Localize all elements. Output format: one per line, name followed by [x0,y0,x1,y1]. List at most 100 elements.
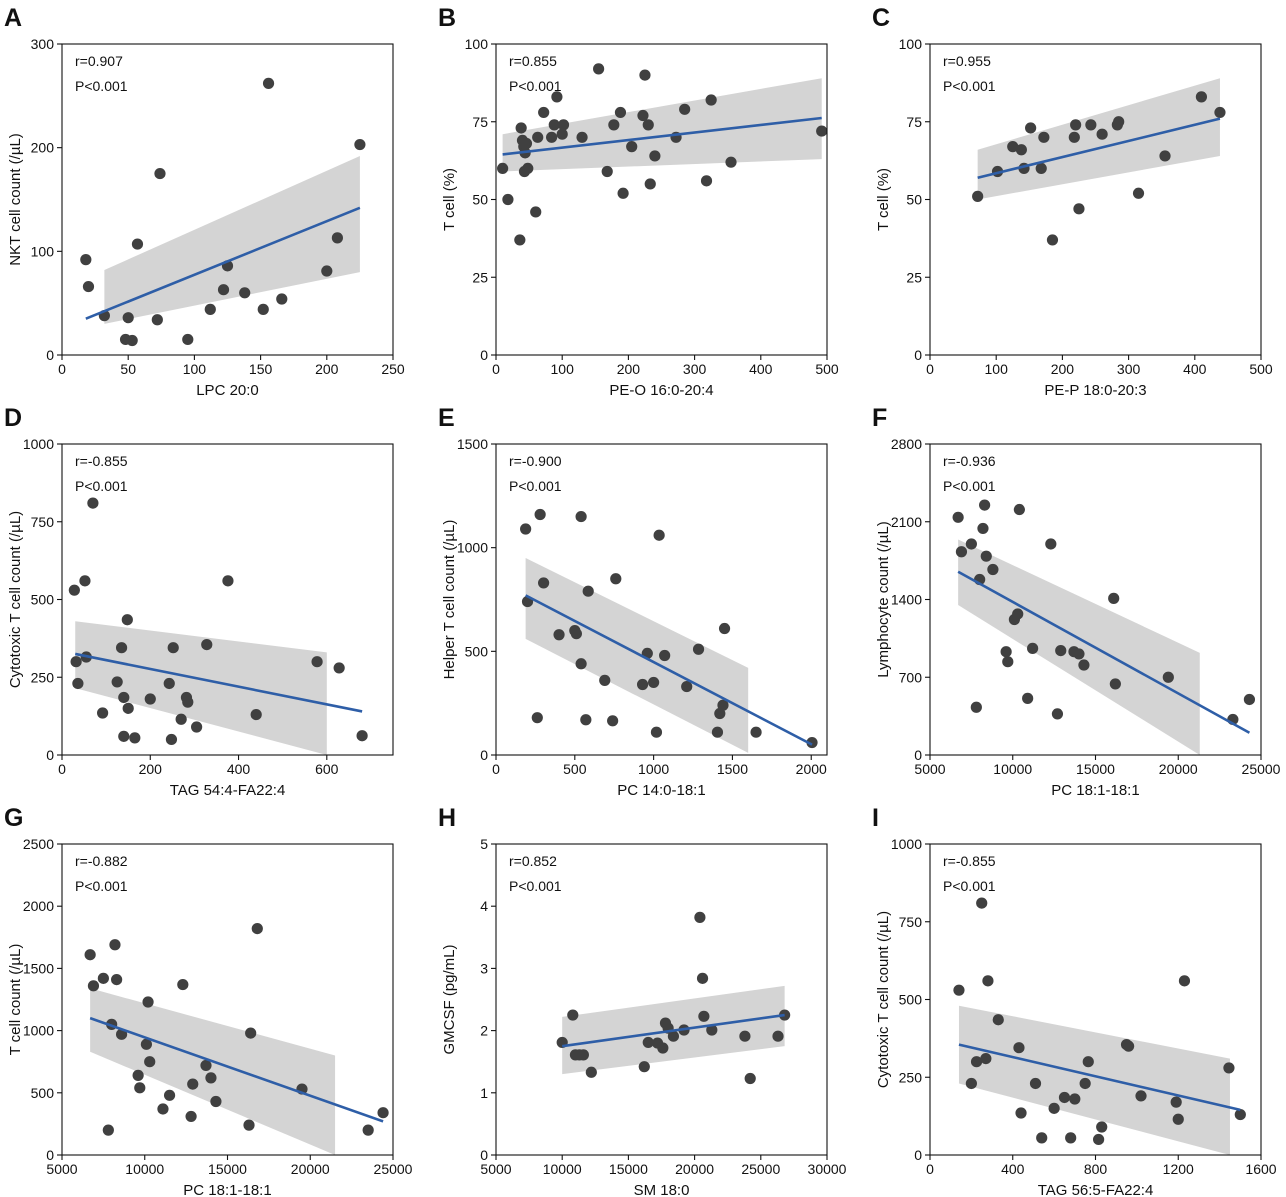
data-point [599,674,611,686]
x-axis-label: PC 18:1-18:1 [183,1182,271,1197]
data-point [87,980,100,992]
data-point [711,726,724,738]
panel-g: G 5000 10000 15000 20000 25000 0 500 1000 1500 200… [4,804,413,1197]
y-tick-label: 0 [46,1147,54,1163]
y-tick-label: 1500 [457,436,488,452]
y-tick-label: 750 [899,914,923,930]
data-point [717,699,729,711]
y-tick-label: 100 [31,243,55,259]
plot-frame [495,443,828,756]
x-tick-label: 500 [1249,361,1273,377]
x-tick-label: 1500 [717,761,748,777]
data-point [1096,1121,1108,1133]
data-point [68,584,80,596]
regression-line [957,570,1251,734]
data-point [204,303,216,315]
y-tick-label: 25 [472,269,488,285]
data-point [534,508,546,521]
data-point [700,175,713,187]
x-tick-label: 200 [1051,361,1075,377]
data-point [648,676,660,689]
data-point [167,642,179,654]
data-point [548,119,560,131]
data-point [102,1124,114,1136]
confidence-band [958,539,1200,755]
data-point [553,629,565,641]
data-point [1012,608,1024,620]
data-point [118,691,130,704]
data-point [718,622,731,635]
data-point [582,585,594,597]
y-tick-label: 1000 [23,1023,54,1039]
data-point [111,973,123,986]
stat-r: r=-0.855 [943,853,996,869]
data-point [1036,1132,1048,1144]
regression-line [958,1043,1241,1112]
data-point [163,1089,176,1101]
stat-r: r=-0.882 [75,853,128,869]
data-point [567,1009,579,1021]
data-point [585,1066,597,1078]
x-axis-label: PC 14:0-18:1 [617,782,705,799]
y-tick-label: 0 [914,1147,922,1163]
y-tick-label: 500 [31,592,55,608]
x-tick-label: 5000 [480,1161,511,1177]
data-point [515,122,527,134]
stat-p: P<0.001 [509,878,562,894]
data-point [175,713,187,725]
x-tick-label: 300 [683,361,707,377]
y-axis-label: T cell (%) [875,168,892,231]
y-tick-label: 500 [465,643,489,659]
data-point [636,678,649,691]
data-point [725,156,737,168]
data-point [1113,116,1125,128]
x-tick-label: 500 [815,361,839,377]
data-point [1015,144,1027,156]
confidence-band [525,558,749,753]
data-point [134,1082,146,1094]
y-tick-label: 0 [46,747,54,763]
data-point [1068,131,1080,143]
y-tick-label: 0 [480,747,488,763]
data-point [1172,1113,1184,1125]
panel-letter: E [438,404,455,432]
y-tick-label: 2500 [23,836,54,852]
panel-b: B 0 100 200 300 400 500 0 25 50 75 100 PE-O 16:0-20:… [438,4,839,399]
data-point [122,702,134,714]
data-point [1065,1132,1077,1144]
x-tick-label: 0 [492,761,500,777]
regression-line [89,1016,384,1123]
data-point [642,1036,654,1049]
data-point [1123,1040,1135,1052]
x-tick-label: 0 [926,361,934,377]
data-point [362,1124,374,1136]
data-point [580,714,592,726]
data-point [377,1107,389,1119]
panel-letter: A [4,4,22,32]
data-point [251,922,263,935]
data-point [979,499,991,511]
panel-h: H 5000 10000 15000 20000 25000 30000 0 1 2 3 4 5 SM 1… [438,804,847,1197]
x-axis-label: PE-P 18:0-20:3 [1044,382,1146,399]
data-point [1223,1062,1235,1074]
data-point [115,642,128,654]
x-axis-label: TAG 54:4-FA22:4 [170,782,286,799]
data-point [970,1056,983,1068]
data-point [72,677,84,690]
data-point [953,984,965,996]
data-point [144,693,156,705]
data-point [739,1030,751,1042]
y-tick-label: 700 [899,669,923,685]
data-point [557,119,570,131]
data-point [321,265,333,277]
data-point [531,712,543,724]
data-point [987,563,999,576]
x-tick-label: 20000 [291,1161,330,1177]
data-point [1085,119,1097,131]
stat-r: r=-0.900 [509,453,562,469]
data-point [608,119,620,131]
data-point [626,141,638,153]
data-point [177,978,189,991]
stat-r: r=0.852 [509,853,557,869]
data-point [354,138,366,151]
